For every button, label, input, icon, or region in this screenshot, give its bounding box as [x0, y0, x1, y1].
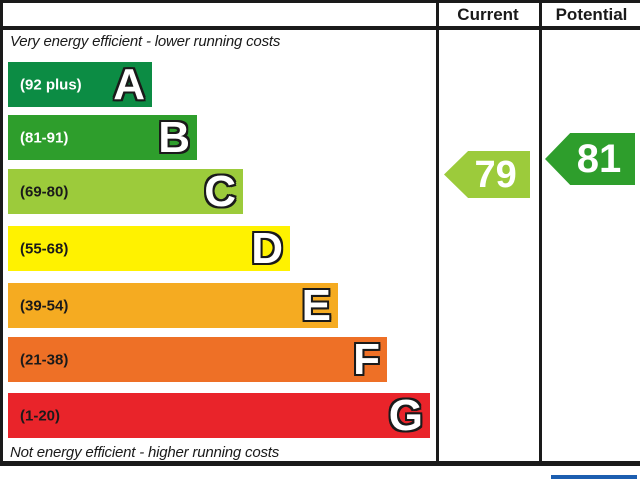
- band-bar-d: (55-68) D: [8, 226, 290, 271]
- table-bottom-border: [0, 461, 640, 466]
- bottom-caption: Not energy efficient - higher running co…: [10, 444, 280, 461]
- band-range-label: (92 plus): [20, 76, 82, 93]
- band-row-c: (69-80) C: [8, 169, 243, 214]
- band-letter: C: [204, 166, 236, 216]
- band-row-f: (21-38) F: [8, 337, 387, 382]
- band-letter: G: [388, 390, 423, 440]
- table-top-border: [0, 0, 640, 3]
- band-bar-a: (92 plus) A: [8, 62, 152, 107]
- potential-rating-arrow: 81: [545, 133, 635, 185]
- band-letter: B: [158, 112, 190, 162]
- header-divider-line: [0, 26, 640, 30]
- current-rating-arrow: 79: [444, 151, 530, 198]
- band-row-e: (39-54) E: [8, 283, 338, 328]
- band-range-label: (69-80): [20, 183, 69, 200]
- table-left-border: [0, 0, 3, 466]
- band-bar-c: (69-80) C: [8, 169, 243, 214]
- band-letter: D: [251, 223, 283, 273]
- band-letter: F: [353, 334, 380, 384]
- band-bar-g: (1-20) G: [8, 393, 430, 438]
- band-range-label: (81-91): [20, 129, 69, 146]
- band-range-label: (55-68): [20, 240, 69, 257]
- band-letter: A: [113, 59, 145, 109]
- potential-column-divider: [539, 0, 542, 466]
- band-row-g: (1-20) G: [8, 393, 430, 438]
- band-bar-e: (39-54) E: [8, 283, 338, 328]
- band-row-b: (81-91) B: [8, 115, 197, 160]
- top-caption: Very energy efficient - lower running co…: [10, 33, 281, 50]
- band-row-a: (92 plus) A: [8, 62, 152, 107]
- band-range-label: (1-20): [20, 407, 61, 424]
- band-row-d: (55-68) D: [8, 226, 290, 271]
- potential-column-header: Potential: [555, 5, 628, 24]
- band-letter: E: [301, 280, 331, 330]
- band-bar-f: (21-38) F: [8, 337, 387, 382]
- band-bar-b: (81-91) B: [8, 115, 197, 160]
- current-rating-value: 79: [474, 153, 517, 196]
- band-range-label: (39-54): [20, 297, 69, 314]
- current-column-header: Current: [457, 5, 519, 24]
- potential-rating-value: 81: [576, 137, 622, 181]
- band-range-label: (21-38): [20, 351, 69, 368]
- next-section-partial-edge: [551, 475, 637, 479]
- current-column-divider: [436, 0, 439, 466]
